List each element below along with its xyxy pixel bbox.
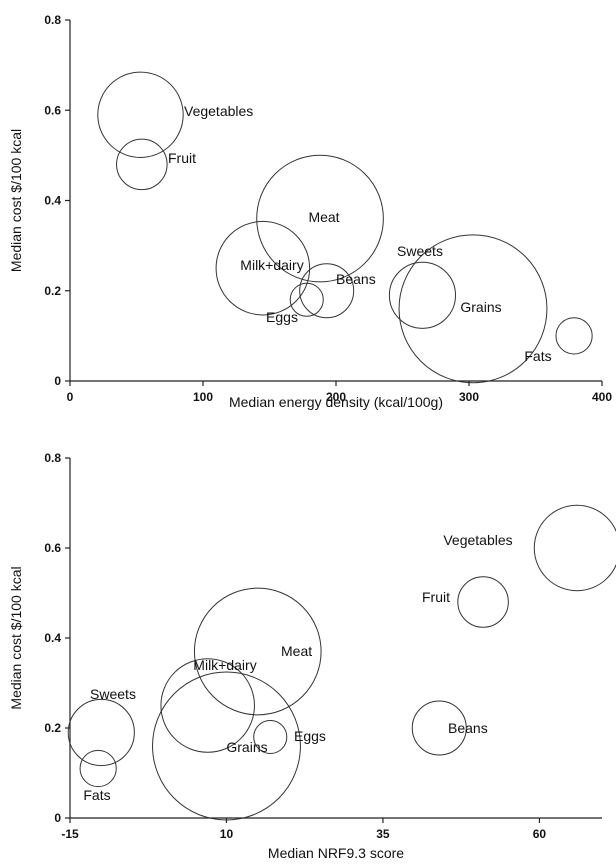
chart-2-y-tick-label: 0.4 bbox=[44, 631, 61, 645]
chart-1-bubble-label-eggs: Eggs bbox=[266, 309, 298, 325]
chart-2-bubble-label-fats: Fats bbox=[83, 787, 110, 803]
chart-1-bubble-label-fruit: Fruit bbox=[168, 150, 196, 166]
chart-2-bubble-fats bbox=[79, 749, 117, 788]
chart-1-x-tick-label: 200 bbox=[326, 390, 346, 404]
chart-1-y-axis-label: Median cost $/100 kcal bbox=[8, 129, 24, 272]
chart-1-bubble-label-milk-dairy: Milk+dairy bbox=[240, 257, 303, 273]
chart-2-y-axis-label: Median cost $/100 kcal bbox=[8, 566, 24, 709]
chart-2-y-tick-label: 0.6 bbox=[44, 541, 61, 555]
chart-1-bubble-meat bbox=[256, 154, 384, 283]
chart-2-bubble-sweets bbox=[67, 698, 135, 767]
chart-1-x-tick-label: 400 bbox=[592, 390, 612, 404]
chart-2-bubble-fruit bbox=[457, 576, 509, 628]
chart-1-x-tick-label: 100 bbox=[193, 390, 213, 404]
chart-2-bubble-label-vegetables: Vegetables bbox=[443, 532, 512, 548]
chart-1-bubble-vegetables bbox=[97, 71, 184, 158]
chart-1-bubble-label-grains: Grains bbox=[460, 299, 501, 315]
chart-1-bubble-label-meat: Meat bbox=[308, 209, 339, 225]
chart-1-y-tick-label: 0.6 bbox=[44, 103, 61, 117]
chart-1-bubble-label-sweets: Sweets bbox=[397, 243, 443, 259]
chart-2-y-tick-label: 0.8 bbox=[44, 451, 61, 465]
chart-2-x-tick-label: -15 bbox=[61, 827, 79, 841]
chart-1-bubble-grains bbox=[398, 234, 548, 384]
chart-1-bubble-milk-dairy bbox=[215, 220, 311, 316]
chart-2-bubble-meat bbox=[193, 587, 322, 716]
chart-1-bubble-label-beans: Beans bbox=[336, 271, 376, 287]
chart-2-bubble-label-milk-dairy: Milk+dairy bbox=[193, 657, 256, 673]
chart-2-y-tick-label: 0.2 bbox=[44, 721, 61, 735]
chart-1-x-tick-label: 300 bbox=[459, 390, 479, 404]
chart-2-x-tick-label: 10 bbox=[220, 827, 234, 841]
chart-2-x-tick-label: 35 bbox=[376, 827, 390, 841]
chart-2-bubble-label-beans: Beans bbox=[448, 720, 488, 736]
chart-2-bubble-label-sweets: Sweets bbox=[90, 686, 136, 702]
chart-2-y-tick-label: 0 bbox=[54, 811, 61, 825]
chart-1-bubble-eggs bbox=[289, 282, 324, 317]
chart-1-y-tick-label: 0.4 bbox=[44, 194, 61, 208]
chart-1-bubble-sweets bbox=[388, 261, 457, 329]
chart-1-bubble-beans bbox=[299, 263, 355, 319]
chart-2-x-tick-label: 60 bbox=[533, 827, 547, 841]
chart-2-bubble-eggs bbox=[253, 719, 288, 755]
chart-1-bubble-label-vegetables: Vegetables bbox=[184, 103, 253, 119]
chart-1-y-tick-label: 0 bbox=[54, 374, 61, 388]
chart-2-bubble-label-eggs: Eggs bbox=[294, 728, 326, 744]
chart-2-bubble-beans bbox=[411, 700, 467, 756]
chart-1-bubble-fats bbox=[555, 317, 593, 355]
chart-1-bubble-label-fats: Fats bbox=[524, 348, 551, 364]
chart-2-bubble-label-grains: Grains bbox=[226, 739, 267, 755]
chart-2-bubble-grains bbox=[152, 671, 301, 821]
chart-1-y-tick-label: 0.8 bbox=[44, 13, 61, 27]
chart-2-x-axis-label: Median NRF9.3 score bbox=[268, 845, 404, 861]
chart-2-bubble-label-meat: Meat bbox=[281, 643, 312, 659]
chart-1-bubble-fruit bbox=[116, 138, 168, 191]
chart-1-y-tick-label: 0.2 bbox=[44, 284, 61, 298]
chart-1-x-tick-label: 0 bbox=[67, 390, 74, 404]
chart-2-bubble-milk-dairy bbox=[160, 658, 255, 753]
chart-2-bubble-label-fruit: Fruit bbox=[422, 589, 450, 605]
chart-1-x-axis-label: Median energy density (kcal/100g) bbox=[229, 394, 443, 410]
chart-2-bubble-vegetables bbox=[533, 504, 616, 592]
